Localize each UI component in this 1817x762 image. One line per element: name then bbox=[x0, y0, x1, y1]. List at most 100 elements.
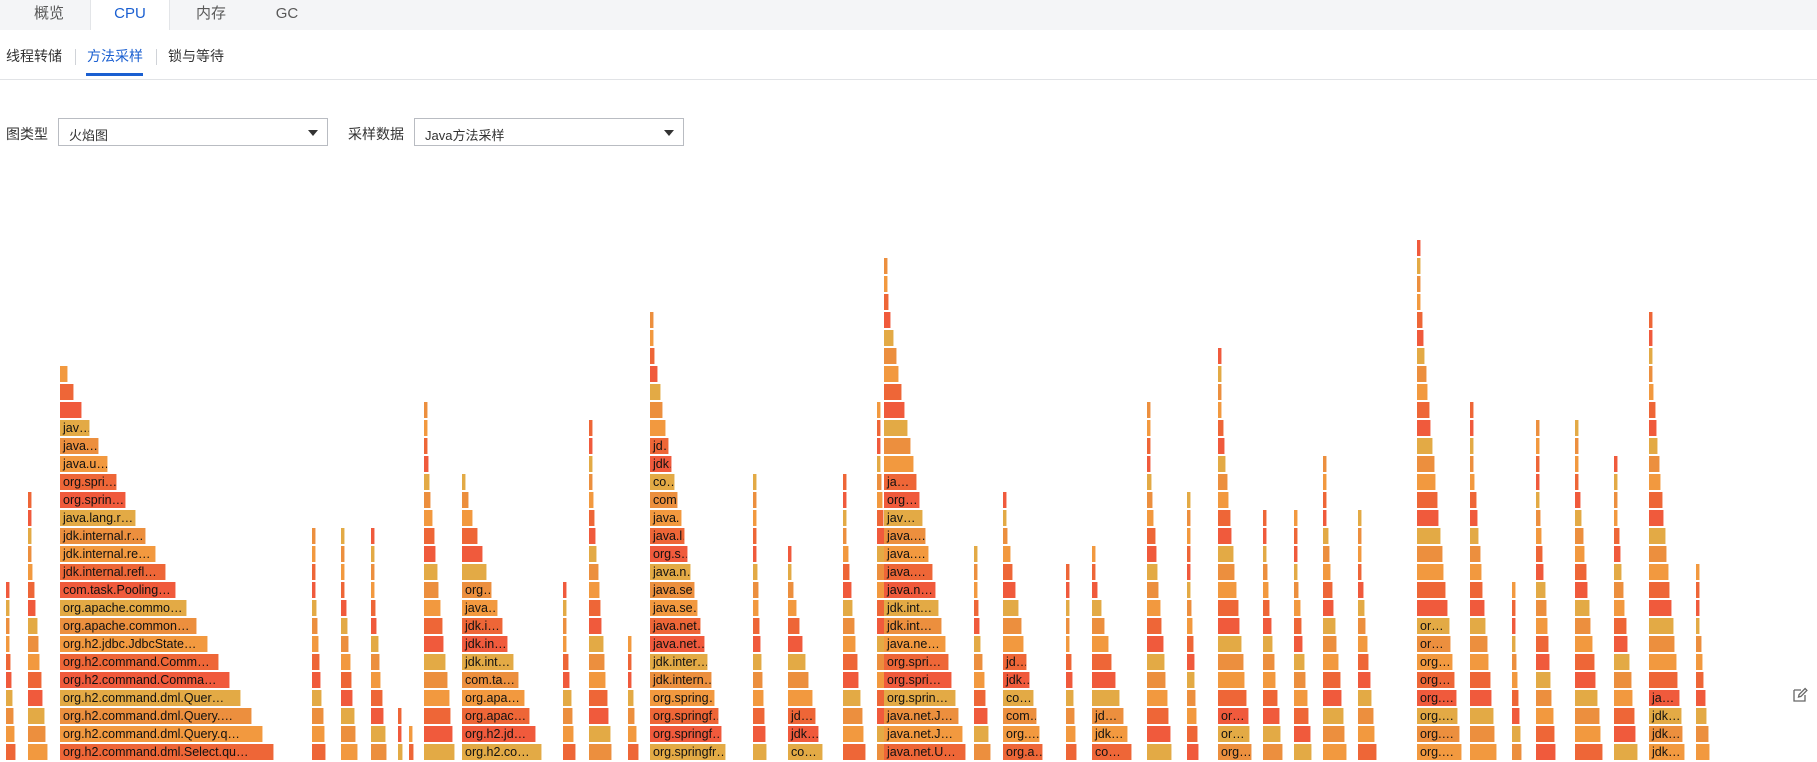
flame-frame[interactable] bbox=[1187, 654, 1195, 670]
flame-frame[interactable]: jdk… bbox=[650, 456, 672, 472]
flame-frame[interactable] bbox=[1512, 672, 1518, 688]
flame-frame[interactable] bbox=[650, 348, 655, 364]
flame-frame[interactable] bbox=[1323, 492, 1327, 508]
flame-frame[interactable]: java.net… bbox=[650, 618, 701, 634]
flame-frame[interactable] bbox=[424, 672, 448, 688]
flame-frame[interactable] bbox=[1470, 618, 1486, 634]
flame-frame[interactable] bbox=[843, 744, 866, 760]
flame-frame[interactable] bbox=[1147, 744, 1172, 760]
flame-frame[interactable] bbox=[1512, 654, 1517, 670]
flame-frame[interactable] bbox=[1649, 600, 1672, 616]
flame-frame[interactable] bbox=[1187, 510, 1191, 526]
flame-frame[interactable] bbox=[1187, 618, 1193, 634]
flame-frame[interactable] bbox=[1147, 636, 1164, 652]
flame-frame[interactable] bbox=[28, 636, 39, 652]
flame-frame[interactable] bbox=[1003, 636, 1024, 652]
flame-frame[interactable] bbox=[1649, 330, 1653, 346]
flame-frame[interactable] bbox=[1147, 726, 1171, 742]
flame-frame[interactable]: jdk… bbox=[1092, 726, 1128, 742]
flame-frame[interactable] bbox=[1066, 708, 1075, 724]
flame-frame[interactable] bbox=[877, 510, 884, 526]
flame-frame[interactable] bbox=[371, 546, 375, 562]
flame-frame[interactable] bbox=[312, 726, 325, 742]
flame-frame[interactable] bbox=[788, 690, 813, 706]
flame-frame[interactable] bbox=[424, 420, 428, 436]
flame-frame[interactable]: org… bbox=[1417, 654, 1453, 670]
flame-frame[interactable] bbox=[843, 600, 853, 616]
flame-frame[interactable]: org.… bbox=[1417, 726, 1460, 742]
flame-frame[interactable] bbox=[1614, 456, 1618, 472]
flame-frame[interactable] bbox=[6, 618, 10, 634]
flame-frame[interactable] bbox=[312, 528, 316, 544]
flame-frame[interactable] bbox=[1066, 564, 1070, 580]
flame-frame[interactable] bbox=[843, 582, 852, 598]
flame-frame[interactable] bbox=[312, 564, 316, 580]
flame-frame[interactable] bbox=[341, 726, 356, 742]
flame-frame[interactable] bbox=[589, 672, 606, 688]
flame-frame[interactable] bbox=[1575, 708, 1600, 724]
flame-frame[interactable]: ja… bbox=[1649, 690, 1680, 706]
flame-frame[interactable] bbox=[1512, 690, 1519, 706]
flame-frame[interactable] bbox=[1417, 366, 1427, 382]
flame-frame[interactable] bbox=[1575, 726, 1601, 742]
flame-frame[interactable] bbox=[1066, 636, 1070, 652]
flame-frame[interactable] bbox=[341, 672, 352, 688]
flame-frame[interactable] bbox=[589, 726, 611, 742]
flame-frame[interactable] bbox=[424, 528, 435, 544]
flame-frame[interactable]: java… bbox=[462, 600, 498, 616]
flame-frame[interactable]: co… bbox=[1003, 690, 1034, 706]
flame-frame[interactable]: com… bbox=[650, 492, 678, 508]
flame-frame[interactable] bbox=[1649, 492, 1663, 508]
subtab-method-sampling[interactable]: 方法采样 bbox=[87, 48, 143, 64]
flame-frame[interactable] bbox=[1575, 564, 1587, 580]
flame-frame[interactable]: jdk… bbox=[1649, 708, 1682, 724]
flame-frame[interactable] bbox=[1358, 546, 1362, 562]
flame-frame[interactable] bbox=[1218, 546, 1234, 562]
flame-frame[interactable] bbox=[1147, 402, 1151, 418]
flame-frame[interactable] bbox=[1536, 474, 1540, 490]
flame-frame[interactable] bbox=[1323, 510, 1327, 526]
flame-frame[interactable] bbox=[884, 348, 897, 364]
flame-frame[interactable]: org… bbox=[1218, 744, 1252, 760]
flame-frame[interactable]: org.h2.command.dml.Query.… bbox=[60, 708, 252, 724]
flame-frame[interactable] bbox=[371, 600, 376, 616]
flame-frame[interactable] bbox=[1417, 600, 1448, 616]
flame-frame[interactable]: jdk… bbox=[1649, 726, 1683, 742]
flame-frame[interactable] bbox=[1358, 726, 1375, 742]
flame-frame[interactable]: java.net.U… bbox=[884, 744, 966, 760]
flame-frame[interactable] bbox=[884, 384, 902, 400]
flame-frame[interactable] bbox=[1417, 456, 1435, 472]
flame-frame[interactable]: jdk… bbox=[1003, 672, 1030, 688]
flame-frame[interactable] bbox=[1536, 420, 1540, 436]
flame-frame[interactable] bbox=[1696, 582, 1700, 598]
flame-frame[interactable] bbox=[1294, 672, 1306, 688]
flame-frame[interactable] bbox=[1323, 564, 1331, 580]
flame-frame[interactable]: jdk… bbox=[788, 726, 819, 742]
flame-frame[interactable] bbox=[753, 690, 764, 706]
flame-frame[interactable] bbox=[1092, 654, 1112, 670]
flame-frame[interactable] bbox=[1358, 528, 1362, 544]
flame-frame[interactable] bbox=[1575, 456, 1579, 472]
flame-frame[interactable] bbox=[1696, 600, 1700, 616]
flame-frame[interactable] bbox=[1614, 726, 1636, 742]
flame-frame[interactable] bbox=[650, 366, 658, 382]
flame-frame[interactable] bbox=[1092, 546, 1096, 562]
flame-frame[interactable] bbox=[974, 636, 981, 652]
flame-frame[interactable] bbox=[1649, 654, 1677, 670]
tab-gc[interactable]: GC bbox=[275, 5, 299, 22]
flame-frame[interactable] bbox=[628, 726, 637, 742]
flame-frame[interactable]: org.sprin… bbox=[884, 690, 956, 706]
flame-frame[interactable] bbox=[1614, 654, 1630, 670]
flame-frame[interactable] bbox=[974, 582, 978, 598]
flame-frame[interactable] bbox=[1218, 654, 1244, 670]
flame-frame[interactable] bbox=[877, 492, 883, 508]
flame-frame[interactable]: org.… bbox=[1417, 744, 1462, 760]
flame-frame[interactable] bbox=[1218, 582, 1237, 598]
flame-frame[interactable] bbox=[424, 654, 446, 670]
flame-frame[interactable] bbox=[1536, 492, 1540, 508]
flame-frame[interactable] bbox=[1187, 672, 1195, 688]
flame-frame[interactable] bbox=[1575, 492, 1581, 508]
flame-frame[interactable] bbox=[424, 474, 430, 490]
flame-frame[interactable] bbox=[312, 744, 326, 760]
flame-frame[interactable] bbox=[753, 618, 760, 634]
